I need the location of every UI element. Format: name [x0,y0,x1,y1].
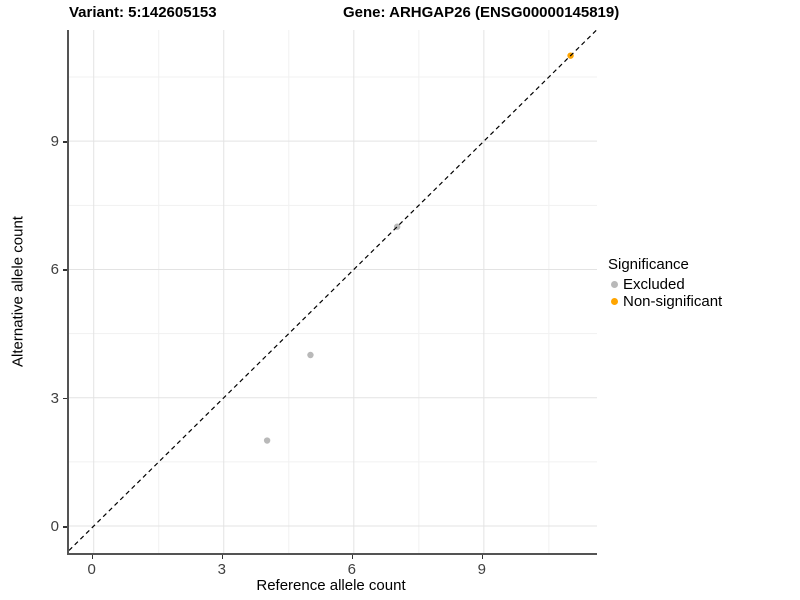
identity-dashed-line [69,30,597,551]
x-axis-title: Reference allele count [256,577,406,594]
y-tick-mark [63,526,67,528]
y-tick-label: 6 [50,261,59,279]
plot-canvas [69,30,597,553]
legend-label: Non-significant [623,293,723,310]
x-tick-mark [91,555,94,559]
legend-items: Excluded Non-significant [608,276,722,310]
legend-key-dot [611,298,618,305]
y-tick-label: 9 [50,133,59,151]
legend-title: Significance [608,256,689,273]
x-tick-label: 3 [217,561,226,578]
x-tick-mark [351,555,354,559]
legend-item-non-significant: Non-significant [608,293,722,310]
legend: Significance Excluded Non-significant [608,256,722,310]
x-tick-label: 6 [347,561,356,578]
y-tick-label: 3 [50,389,59,407]
data-point-excluded [263,437,271,444]
data-point-excluded [307,351,314,359]
legend-key-dot [611,281,618,288]
x-tick-mark [221,555,224,559]
gene-title: Gene: ARHGAP26 (ENSG00000145819) [343,4,620,21]
variant-title: Variant: 5:142605153 [69,4,217,21]
x-tick-label: 9 [477,561,487,578]
y-tick-mark [63,141,67,143]
legend-label: Excluded [623,276,685,293]
y-tick-mark [63,269,67,271]
y-tick-label: 0 [50,518,59,536]
plot-panel [67,30,597,555]
legend-item-excluded: Excluded [608,276,722,293]
y-axis-title: Alternative allele count [9,216,27,367]
x-tick-label: 0 [87,561,96,578]
x-tick-mark [481,555,484,559]
y-tick-mark [63,397,67,400]
